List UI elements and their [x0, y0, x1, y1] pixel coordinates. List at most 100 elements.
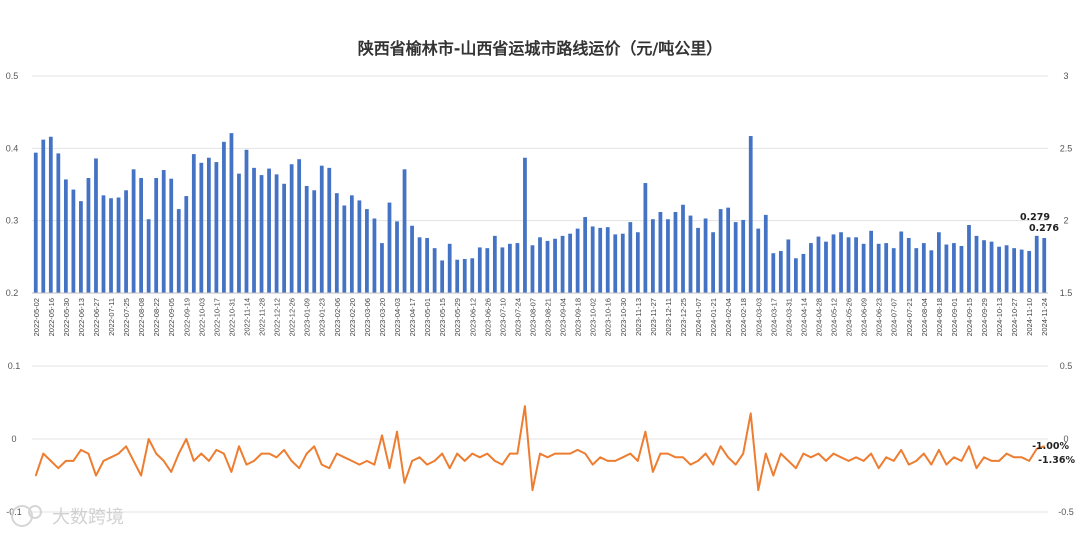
x-tick-label: 2023-07-24	[513, 298, 522, 336]
bar	[982, 240, 986, 293]
line-point	[840, 456, 842, 459]
bar	[598, 227, 603, 293]
bar	[568, 233, 572, 293]
line-point	[847, 460, 850, 462]
line-point	[682, 456, 684, 459]
watermark-logo-dot-icon	[28, 505, 42, 519]
top-right-tick-label: 2	[1063, 216, 1068, 226]
bar	[402, 169, 407, 293]
line-point	[72, 460, 75, 462]
line-point	[1028, 460, 1030, 462]
line-series	[34, 405, 1046, 492]
bar	[748, 136, 753, 293]
bar	[538, 237, 542, 293]
top-right-y-axis: 3 2.5 2 1.5	[1060, 71, 1073, 298]
bar	[206, 157, 211, 293]
x-tick-label: 2022-09-19	[182, 298, 191, 336]
x-tick-label: 2022-12-26	[288, 298, 297, 336]
x-tick-label: 2024-09-29	[980, 298, 989, 336]
x-tick-label: 2023-10-30	[619, 298, 628, 336]
bar	[63, 179, 68, 293]
line-point	[463, 460, 466, 462]
bar	[297, 159, 302, 293]
x-tick-label: 2024-07-21	[905, 298, 914, 336]
line-point	[50, 460, 52, 462]
watermark-text: 大数跨境	[52, 507, 124, 528]
top-right-tick-label: 1.5	[1060, 288, 1073, 298]
line-point	[358, 463, 361, 466]
x-tick-label: 2023-01-09	[303, 298, 312, 336]
line-point	[509, 452, 511, 455]
line-point	[923, 452, 925, 455]
bar	[891, 248, 896, 293]
x-tick-label: 2024-05-26	[845, 298, 854, 336]
x-tick-label: 2023-06-12	[468, 298, 477, 336]
bar	[146, 219, 151, 293]
line-point	[433, 460, 436, 462]
line-point	[591, 463, 594, 466]
bottom-left-tick-label: 0	[11, 434, 16, 444]
x-tick-label: 2024-09-01	[950, 298, 959, 336]
bar	[515, 243, 520, 293]
line-point	[147, 438, 150, 440]
line-point	[478, 456, 481, 459]
line-point	[110, 456, 112, 459]
line-point	[501, 463, 504, 466]
bar	[425, 238, 429, 293]
x-tick-label: 2022-12-12	[273, 298, 282, 336]
line-point	[674, 456, 677, 459]
bar	[816, 236, 821, 293]
x-tick-label: 2023-10-16	[604, 298, 613, 336]
x-tick-label: 2024-06-23	[875, 298, 884, 336]
line-point	[283, 449, 285, 451]
bar	[703, 218, 708, 293]
x-tick-label: 2022-06-27	[92, 298, 101, 336]
bar	[553, 238, 557, 293]
bar	[530, 245, 535, 293]
x-tick-label: 2022-06-13	[77, 298, 86, 336]
bar	[989, 241, 994, 293]
line-point	[990, 460, 993, 462]
bottom-left-tick-label: 0.1	[8, 361, 21, 371]
bar	[711, 232, 715, 293]
bar	[214, 162, 219, 293]
line-point	[125, 445, 127, 448]
x-tick-label: 2023-04-17	[408, 298, 417, 336]
line-point	[95, 474, 97, 477]
line-point	[546, 456, 549, 459]
x-tick-label: 2024-11-24	[1040, 298, 1049, 336]
bar	[252, 167, 256, 293]
x-tick-label: 2023-09-18	[574, 298, 583, 336]
line-point	[328, 467, 331, 470]
line-point	[42, 452, 45, 455]
bar	[809, 243, 813, 293]
line-point	[215, 449, 218, 451]
bar	[696, 227, 700, 293]
x-tick-label: 2024-08-18	[935, 298, 944, 336]
bar	[237, 173, 241, 293]
line-point	[554, 452, 556, 455]
bar	[967, 225, 971, 293]
bar	[741, 219, 746, 293]
bar	[1042, 238, 1047, 293]
bar	[139, 177, 144, 293]
x-tick-label: 2023-08-07	[528, 298, 537, 336]
bar	[116, 197, 121, 293]
line-point	[862, 460, 865, 462]
x-tick-label: 2024-02-04	[724, 298, 733, 336]
x-tick-label: 2023-09-04	[559, 298, 568, 336]
bottom-left-tick-label: -0.1	[6, 507, 22, 517]
line-point	[915, 460, 918, 462]
bar	[124, 190, 128, 293]
line-point	[780, 452, 782, 455]
line-point	[584, 452, 586, 455]
x-tick-label: 2023-11-27	[649, 298, 658, 336]
line-point	[193, 460, 195, 462]
line-point	[366, 460, 368, 462]
line-point	[569, 452, 571, 455]
line-point	[117, 452, 120, 455]
bar	[79, 201, 83, 293]
x-tick-label: 2023-05-01	[423, 298, 432, 336]
line-point	[1043, 445, 1046, 448]
